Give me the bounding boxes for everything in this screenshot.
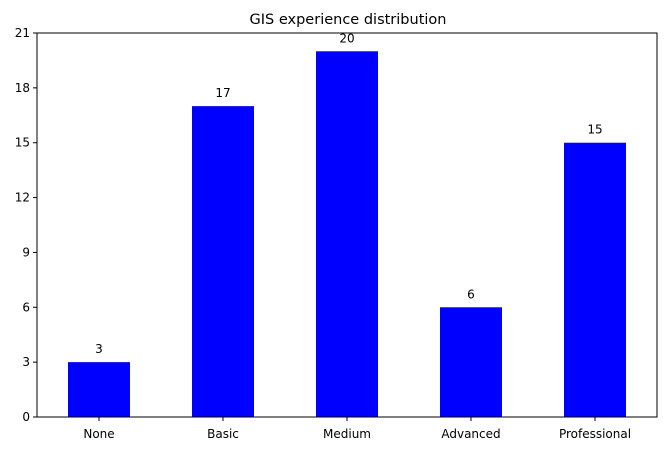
y-tick-label: 9 (22, 245, 30, 259)
y-tick-label: 6 (22, 300, 30, 314)
x-tick-label: Basic (207, 427, 239, 441)
data-label: 15 (587, 123, 602, 137)
x-tick-label: None (83, 427, 114, 441)
bar-advanced (440, 307, 502, 417)
data-label: 3 (95, 342, 103, 356)
y-tick-label: 18 (15, 81, 30, 95)
y-tick-label: 0 (22, 410, 30, 424)
y-tick-label: 3 (22, 355, 30, 369)
x-tick-label: Medium (323, 427, 371, 441)
data-label: 6 (467, 287, 475, 301)
plot-area: 0 3 6 9 12 15 18 21 None 3 Basic 17 Medium 20 Advanced… (15, 26, 631, 441)
plot-frame (36, 32, 658, 418)
x-tick-label: Professional (559, 427, 631, 441)
data-label: 20 (339, 31, 354, 45)
bar-medium (316, 51, 378, 418)
chart-title: GIS experience distribution (250, 12, 447, 28)
y-tick-label: 15 (15, 136, 30, 150)
bar-professional (564, 142, 626, 417)
bar-none (68, 362, 130, 417)
bar-basic (192, 106, 254, 418)
x-tick-label: Advanced (441, 427, 500, 441)
y-tick-label: 21 (15, 26, 30, 40)
y-tick-label: 12 (15, 191, 30, 205)
data-label: 17 (215, 86, 230, 100)
